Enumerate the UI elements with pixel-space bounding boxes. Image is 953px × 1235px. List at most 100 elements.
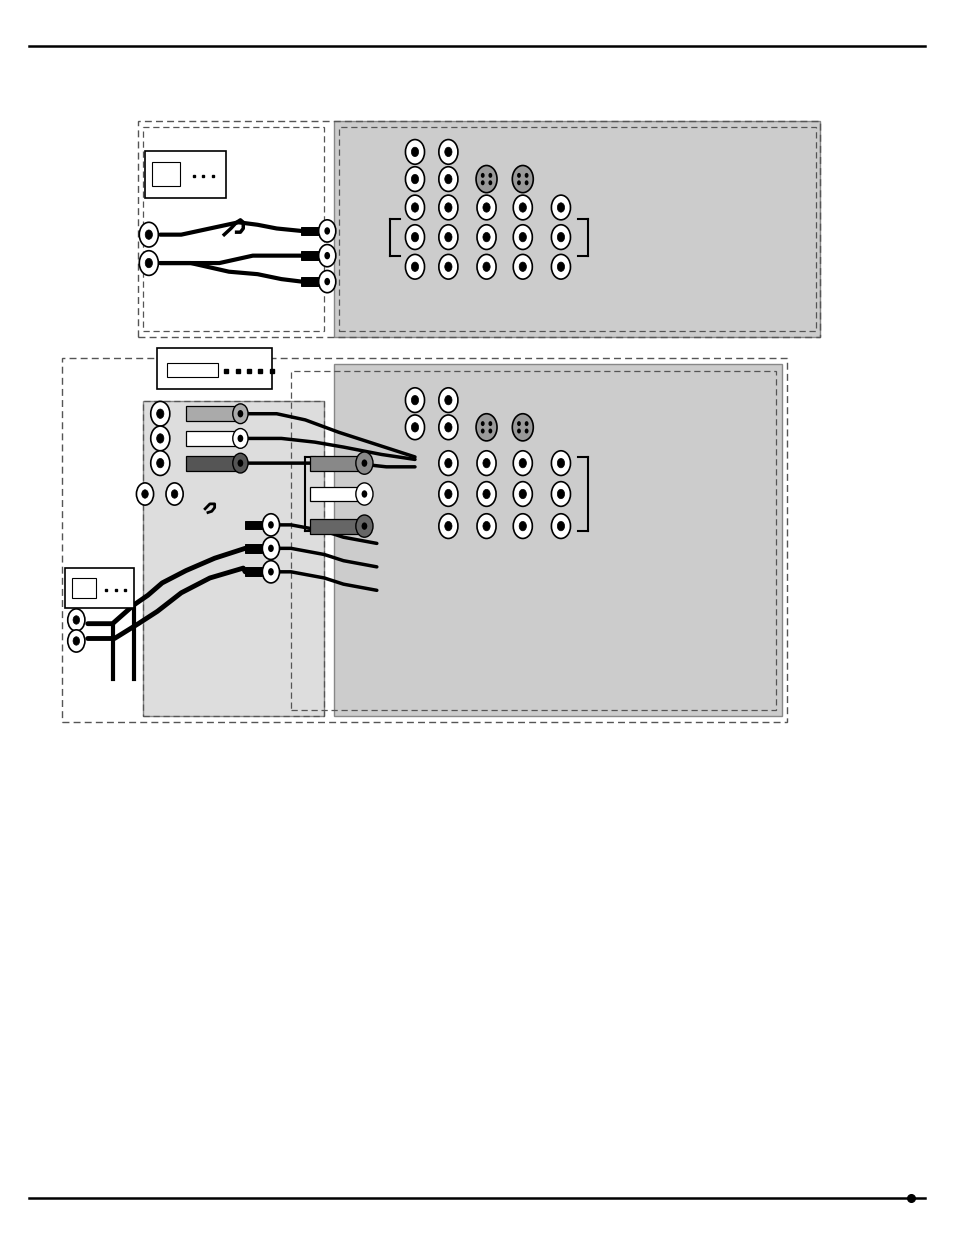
Circle shape bbox=[411, 203, 418, 212]
Bar bbox=[62, 358, 786, 722]
Bar bbox=[186, 431, 238, 446]
Circle shape bbox=[480, 429, 484, 433]
Circle shape bbox=[518, 521, 526, 531]
Circle shape bbox=[139, 222, 158, 247]
Circle shape bbox=[237, 459, 243, 467]
Circle shape bbox=[444, 147, 452, 157]
Circle shape bbox=[139, 251, 158, 275]
Circle shape bbox=[444, 203, 452, 212]
Circle shape bbox=[145, 230, 152, 240]
Circle shape bbox=[268, 545, 274, 552]
Bar bbox=[301, 227, 318, 236]
Circle shape bbox=[476, 514, 496, 538]
Circle shape bbox=[512, 414, 533, 441]
Circle shape bbox=[482, 521, 490, 531]
Circle shape bbox=[518, 262, 526, 272]
Circle shape bbox=[480, 180, 484, 185]
Bar bbox=[310, 487, 362, 501]
Circle shape bbox=[166, 483, 183, 505]
Circle shape bbox=[551, 254, 570, 279]
Circle shape bbox=[318, 245, 335, 267]
Circle shape bbox=[156, 433, 164, 443]
Circle shape bbox=[557, 458, 564, 468]
Circle shape bbox=[480, 173, 484, 178]
Circle shape bbox=[411, 174, 418, 184]
Circle shape bbox=[444, 395, 452, 405]
Circle shape bbox=[488, 173, 492, 178]
Circle shape bbox=[361, 522, 367, 530]
Circle shape bbox=[68, 609, 85, 631]
Circle shape bbox=[361, 459, 367, 467]
Circle shape bbox=[444, 262, 452, 272]
Circle shape bbox=[262, 514, 279, 536]
Circle shape bbox=[405, 388, 424, 412]
Circle shape bbox=[405, 167, 424, 191]
Circle shape bbox=[551, 514, 570, 538]
Circle shape bbox=[438, 415, 457, 440]
Circle shape bbox=[145, 258, 152, 268]
Circle shape bbox=[557, 232, 564, 242]
Circle shape bbox=[151, 426, 170, 451]
Circle shape bbox=[557, 521, 564, 531]
Bar bbox=[334, 364, 781, 716]
Circle shape bbox=[480, 421, 484, 426]
Circle shape bbox=[405, 225, 424, 249]
Bar bbox=[334, 121, 820, 337]
Bar bbox=[301, 278, 318, 285]
Circle shape bbox=[405, 140, 424, 164]
Bar bbox=[291, 370, 775, 710]
Circle shape bbox=[233, 429, 248, 448]
Bar bbox=[245, 521, 262, 529]
Circle shape bbox=[438, 254, 457, 279]
Circle shape bbox=[438, 451, 457, 475]
Circle shape bbox=[411, 147, 418, 157]
Circle shape bbox=[233, 453, 248, 473]
Circle shape bbox=[318, 270, 335, 293]
Circle shape bbox=[444, 232, 452, 242]
Circle shape bbox=[524, 180, 528, 185]
Circle shape bbox=[444, 489, 452, 499]
Circle shape bbox=[513, 254, 532, 279]
Circle shape bbox=[136, 483, 153, 505]
Circle shape bbox=[557, 262, 564, 272]
Circle shape bbox=[476, 451, 496, 475]
Circle shape bbox=[233, 404, 248, 424]
Circle shape bbox=[411, 262, 418, 272]
Circle shape bbox=[444, 458, 452, 468]
Circle shape bbox=[361, 490, 367, 498]
Circle shape bbox=[405, 195, 424, 220]
Bar bbox=[145, 151, 226, 198]
Bar bbox=[301, 251, 318, 259]
Circle shape bbox=[551, 225, 570, 249]
Circle shape bbox=[488, 429, 492, 433]
Circle shape bbox=[524, 421, 528, 426]
Circle shape bbox=[438, 140, 457, 164]
Circle shape bbox=[482, 458, 490, 468]
Circle shape bbox=[513, 514, 532, 538]
Circle shape bbox=[355, 515, 373, 537]
Circle shape bbox=[438, 225, 457, 249]
Bar bbox=[338, 127, 815, 331]
Circle shape bbox=[476, 482, 496, 506]
Circle shape bbox=[476, 414, 497, 441]
Circle shape bbox=[324, 227, 330, 235]
Bar bbox=[310, 519, 362, 534]
Circle shape bbox=[518, 489, 526, 499]
Circle shape bbox=[444, 174, 452, 184]
Circle shape bbox=[411, 232, 418, 242]
Circle shape bbox=[237, 410, 243, 417]
Circle shape bbox=[557, 203, 564, 212]
Circle shape bbox=[172, 490, 177, 498]
Circle shape bbox=[488, 421, 492, 426]
Circle shape bbox=[551, 451, 570, 475]
Bar bbox=[310, 456, 362, 471]
Bar bbox=[245, 568, 262, 576]
Circle shape bbox=[73, 637, 79, 645]
Circle shape bbox=[268, 568, 274, 576]
Bar bbox=[143, 401, 324, 716]
Circle shape bbox=[524, 429, 528, 433]
Bar bbox=[186, 456, 238, 471]
Bar bbox=[71, 578, 95, 598]
Circle shape bbox=[156, 458, 164, 468]
Bar bbox=[143, 127, 324, 331]
